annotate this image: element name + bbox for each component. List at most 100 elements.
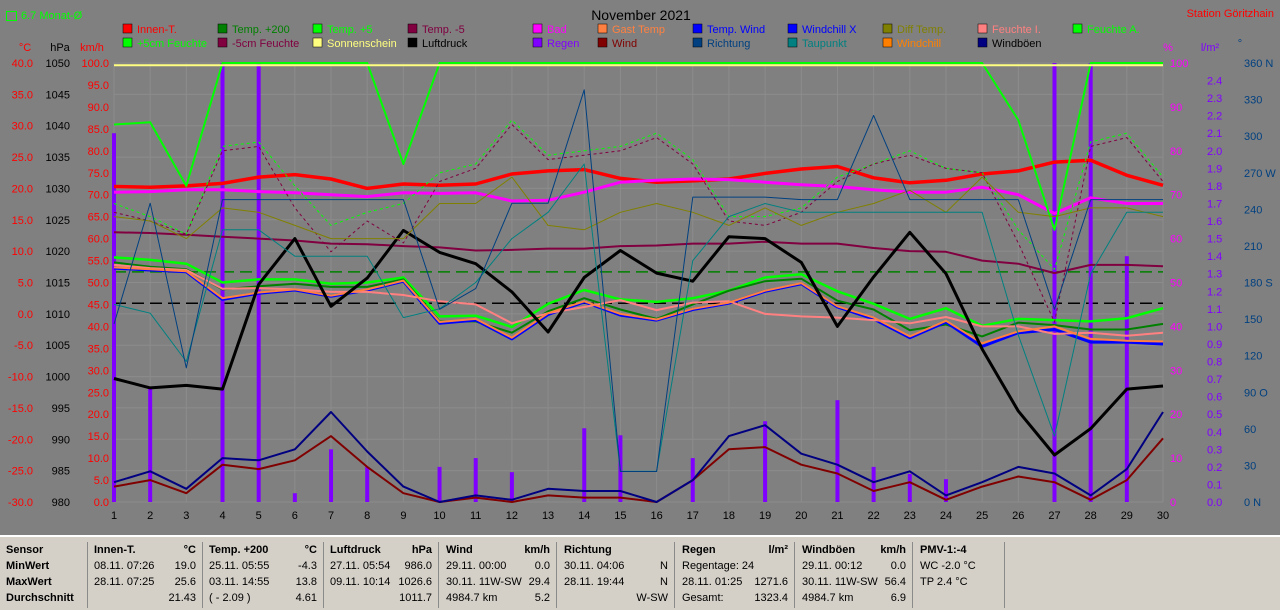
stat-row-value: 5.2 xyxy=(534,592,550,604)
stat-row-label: Durchschnitt xyxy=(6,592,74,604)
y-tick-label-rain: 1.4 xyxy=(1207,251,1222,263)
y-tick-label-rain: 0.5 xyxy=(1207,409,1222,421)
station-name: Station Göritzhain xyxy=(1187,8,1274,20)
series-line xyxy=(113,231,1164,275)
y-tick-label-pct: 10 xyxy=(1170,453,1182,465)
legend-swatch xyxy=(122,37,133,48)
axis-title: % xyxy=(1163,42,1173,54)
y-tick-label-pct: 0 xyxy=(1170,497,1176,509)
y-tick-label-rain: 1.1 xyxy=(1207,304,1222,316)
y-tick-label-kmh: 80.0 xyxy=(88,146,109,158)
y-tick-label-kmh: 55.0 xyxy=(88,256,109,268)
x-tick-label: 29 xyxy=(1121,510,1133,522)
stat-row-label: 28.11. 19:44 xyxy=(564,576,625,588)
legend-label: Windchill xyxy=(897,38,941,50)
stat-row-value: N xyxy=(660,560,668,572)
legend-label: Feuchte A. xyxy=(1087,24,1140,36)
legend-label: Gast Temp xyxy=(612,24,665,36)
y-tick-label-rain: 0.8 xyxy=(1207,357,1222,369)
legend-swatch xyxy=(407,23,418,34)
series-lines xyxy=(113,62,1164,503)
series-line xyxy=(113,176,1164,240)
y-tick-label-rain: 1.3 xyxy=(1207,269,1222,281)
y-tick-label-deg: 360 N xyxy=(1244,58,1273,70)
y-tick-label-temp: 20.0 xyxy=(12,183,33,195)
stat-row-label: MinWert xyxy=(6,560,50,572)
stat-row-value: 25.6 xyxy=(174,576,196,588)
x-tick-label: 21 xyxy=(831,510,843,522)
x-tick-label: 23 xyxy=(904,510,916,522)
legend-swatch xyxy=(217,37,228,48)
stat-row-value: N xyxy=(660,576,668,588)
stat-row-label: ( - 2.09 ) xyxy=(209,592,251,604)
y-tick-label-rain: 1.7 xyxy=(1207,198,1222,210)
y-tick-label-hpa: 1035 xyxy=(46,152,70,164)
y-tick-label-rain: 2.4 xyxy=(1207,76,1222,88)
series-line xyxy=(113,177,1163,215)
x-tick-label: 12 xyxy=(506,510,518,522)
rain-bar xyxy=(292,493,297,502)
stat-block: Innen-T. °C 08.11. 07:26 19.0 28.11. 07:25 25… xyxy=(88,542,203,608)
rain-bar xyxy=(509,472,514,502)
x-tick-label: 1 xyxy=(111,510,117,522)
stat-header: Windböen xyxy=(802,544,856,556)
y-tick-label-pct: 100 xyxy=(1170,58,1188,70)
y-tick-label-hpa: 1025 xyxy=(46,215,70,227)
y-tick-label-temp: 40.0 xyxy=(12,58,33,70)
legend-label: Feuchte I. xyxy=(992,24,1041,36)
axis-title: hPa xyxy=(50,42,70,54)
y-tick-label-rain: 1.5 xyxy=(1207,234,1222,246)
y-tick-label-kmh: 60.0 xyxy=(88,234,109,246)
legend-swatch xyxy=(692,23,703,34)
y-tick-label-deg: 150 xyxy=(1244,314,1262,326)
y-tick-label-kmh: 0.0 xyxy=(94,497,109,509)
stat-row-label: 03.11. 14:55 xyxy=(209,576,270,588)
axis-title: km/h xyxy=(80,42,104,54)
rain-bar xyxy=(943,479,948,502)
y-tick-label-hpa: 1005 xyxy=(46,340,70,352)
legend-label: Temp. -5 xyxy=(422,24,465,36)
y-tick-label-rain: 2.3 xyxy=(1207,93,1222,105)
series-line xyxy=(113,261,1164,338)
stat-row-label: 08.11. 07:26 xyxy=(94,560,155,572)
stat-block: PMV-1:-4 WC -2.0 °C TP 2.4 °C xyxy=(914,542,1005,608)
y-tick-label-rain: 1.6 xyxy=(1207,216,1222,228)
y-tick-label-temp: -10.0 xyxy=(8,372,33,384)
stat-block: Temp. +200 °C 25.11. 05:55 -4.3 03.11. 14:55… xyxy=(203,542,324,608)
x-tick-label: 22 xyxy=(867,510,879,522)
y-tick-label-kmh: 85.0 xyxy=(88,124,109,136)
rain-bar xyxy=(473,458,478,502)
y-tick-label-deg: 120 xyxy=(1244,351,1262,363)
stat-block: Luftdruck hPa 27.11. 05:54 986.0 09.11. 10:1… xyxy=(324,542,439,608)
rain-bar xyxy=(1052,63,1057,502)
legend-swatch xyxy=(217,23,228,34)
legend-swatch xyxy=(977,23,988,34)
stat-row-value: 13.8 xyxy=(295,576,317,588)
stat-unit: hPa xyxy=(411,544,432,556)
y-tick-label-temp: -5.0 xyxy=(14,340,33,352)
stat-row-label: 30.11. 11W-SW xyxy=(446,576,522,588)
y-tick-label-pct: 80 xyxy=(1170,146,1182,158)
stat-row-value: 986.0 xyxy=(404,560,432,572)
stat-row-label: 29.11. 00:00 xyxy=(446,560,507,572)
y-tick-label-kmh: 10.0 xyxy=(88,453,109,465)
legend-swatch xyxy=(882,37,893,48)
y-tick-label-deg: 180 S xyxy=(1244,278,1273,290)
y-tick-label-temp: 30.0 xyxy=(12,121,33,133)
x-tick-label: 19 xyxy=(759,510,771,522)
y-tick-label-temp: 5.0 xyxy=(18,278,33,290)
legend-swatch xyxy=(312,23,323,34)
x-tick-label: 14 xyxy=(578,510,590,522)
stat-unit: km/h xyxy=(880,544,906,556)
stat-header: Luftdruck xyxy=(330,544,381,556)
stat-block: Wind km/h 29.11. 00:00 0.0 30.11. 11W-SW 29.4… xyxy=(440,542,557,608)
y-tick-label-temp: 25.0 xyxy=(12,152,33,164)
series-line xyxy=(113,62,1163,231)
y-tick-label-pct: 90 xyxy=(1170,102,1182,114)
y-tick-label-temp: -30.0 xyxy=(8,497,33,509)
legend-label: Taupunkt xyxy=(802,38,847,50)
stat-row-value: 0.0 xyxy=(890,560,906,572)
rain-bar xyxy=(365,466,370,502)
stat-row-value: 6.9 xyxy=(890,592,906,604)
legend-swatch xyxy=(407,37,418,48)
